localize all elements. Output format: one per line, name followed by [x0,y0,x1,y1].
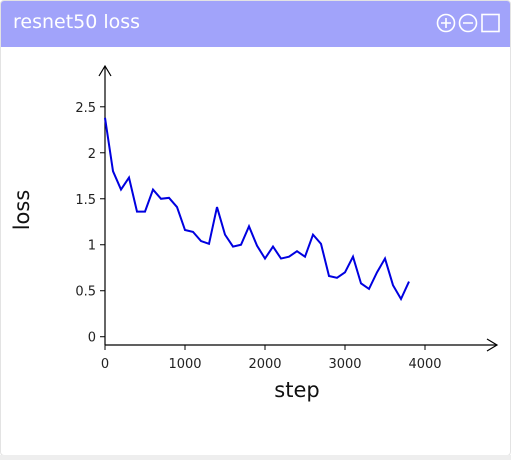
x-axis-arrow [486,338,499,352]
y-tick-label: 1.5 [75,193,96,208]
y-tick-label: 2 [88,147,96,162]
y-tick-label: 2.5 [75,101,96,116]
panel-footer [0,455,511,460]
zoom-out-button[interactable] [458,13,478,33]
y-tick-label: 0 [88,331,96,346]
panel-title: resnet50 loss [13,11,141,33]
x-axis-label: step [274,378,319,402]
x-tick-label: 4000 [408,357,441,372]
x-tick-label: 2000 [248,357,281,372]
panel-controls [436,13,500,33]
zoom-in-button[interactable] [436,13,456,33]
x-tick-label: 3000 [328,357,361,372]
x-tick-label: 0 [101,357,109,372]
maximize-button[interactable] [481,13,500,33]
chart: step loss 0 1000 2000 3000 4000 0 0.5 1 1.5 2 2.5 [10,64,499,402]
y-axis-label: loss [10,190,34,231]
loss-line [104,117,410,302]
x-tick-label: 1000 [168,357,201,372]
y-tick-label: 0.5 [75,285,96,300]
y-axis-arrow [98,64,112,77]
y-tick-label: 1 [88,239,96,254]
panel-header: resnet50 loss [1,1,510,47]
